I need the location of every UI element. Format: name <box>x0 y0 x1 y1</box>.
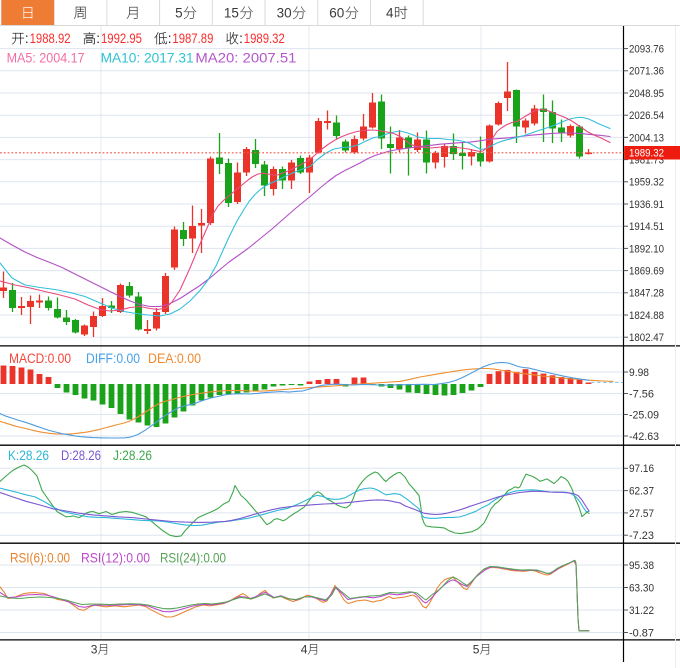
svg-text:-25.09: -25.09 <box>629 409 659 421</box>
svg-text:95.38: 95.38 <box>629 560 654 572</box>
svg-text:4: 4 <box>386 5 394 20</box>
svg-text:1869.69: 1869.69 <box>629 266 664 278</box>
svg-text:5: 5 <box>473 642 480 656</box>
svg-text:31.22: 31.22 <box>629 605 654 617</box>
svg-text:MA20: 2007.51: MA20: 2007.51 <box>195 50 296 65</box>
svg-text:-0.87: -0.87 <box>629 627 654 639</box>
svg-text:D:28.26: D:28.26 <box>61 448 101 463</box>
svg-text:2004.13: 2004.13 <box>629 132 664 144</box>
svg-text:97.16: 97.16 <box>629 463 654 475</box>
svg-text::: : <box>25 31 29 46</box>
svg-text:2026.54: 2026.54 <box>629 110 664 122</box>
svg-text:2093.76: 2093.76 <box>629 44 664 56</box>
svg-text:MA10: 2017.31: MA10: 2017.31 <box>101 50 194 65</box>
svg-text:RSI(12):0.00: RSI(12):0.00 <box>81 551 150 566</box>
svg-text:1914.51: 1914.51 <box>629 221 664 233</box>
svg-text:30: 30 <box>277 5 292 20</box>
svg-text:1847.28: 1847.28 <box>629 288 664 300</box>
svg-text:2071.36: 2071.36 <box>629 66 664 78</box>
svg-text:3: 3 <box>91 642 98 656</box>
svg-text:MACD:0.00: MACD:0.00 <box>9 351 71 366</box>
svg-text:1989.32: 1989.32 <box>629 148 664 160</box>
svg-text:RSI(24):0.00: RSI(24):0.00 <box>160 551 226 566</box>
svg-text:4: 4 <box>301 642 308 656</box>
svg-text:1936.91: 1936.91 <box>629 199 664 211</box>
svg-text:60: 60 <box>329 5 344 20</box>
svg-text:63.30: 63.30 <box>629 582 654 594</box>
svg-text:1992.95: 1992.95 <box>101 31 142 46</box>
svg-text:DIFF:0.00: DIFF:0.00 <box>86 351 140 366</box>
svg-text:MA5: 2004.17: MA5: 2004.17 <box>7 50 85 65</box>
svg-text:2048.95: 2048.95 <box>629 88 664 100</box>
svg-text:9.98: 9.98 <box>629 367 649 379</box>
svg-text::: : <box>96 31 100 46</box>
svg-text:1824.88: 1824.88 <box>629 310 664 322</box>
svg-text:-7.56: -7.56 <box>629 388 654 400</box>
svg-text::: : <box>168 31 172 46</box>
svg-text:1892.10: 1892.10 <box>629 243 664 255</box>
svg-text:1959.32: 1959.32 <box>629 177 664 189</box>
svg-text:1987.89: 1987.89 <box>172 31 213 46</box>
svg-text:1989.32: 1989.32 <box>244 31 285 46</box>
svg-text:5: 5 <box>175 5 183 20</box>
svg-text::: : <box>239 31 243 46</box>
svg-text:15: 15 <box>224 5 239 20</box>
svg-text:-7.23: -7.23 <box>629 530 654 542</box>
svg-text:1802.47: 1802.47 <box>629 332 664 344</box>
svg-text:K:28.26: K:28.26 <box>8 448 49 463</box>
svg-text:62.37: 62.37 <box>629 486 654 498</box>
svg-text:-42.63: -42.63 <box>629 431 659 443</box>
svg-text:1988.92: 1988.92 <box>30 31 71 46</box>
svg-text:RSI(6):0.00: RSI(6):0.00 <box>10 551 70 566</box>
svg-text:J:28.26: J:28.26 <box>113 448 152 463</box>
svg-text:DEA:0.00: DEA:0.00 <box>148 351 201 366</box>
svg-text:27.57: 27.57 <box>629 508 654 520</box>
